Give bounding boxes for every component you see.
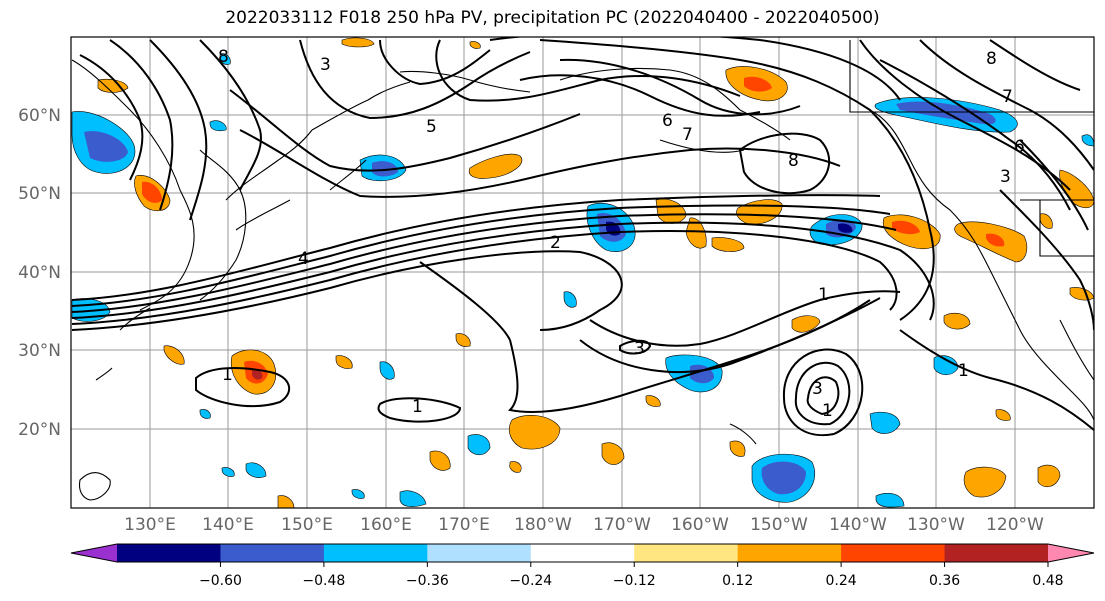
negative-anomaly bbox=[870, 412, 900, 433]
lon-label: 170°E bbox=[438, 515, 490, 535]
negative-anomaly bbox=[352, 489, 364, 498]
lon-label: 180°W bbox=[514, 515, 572, 535]
map-figure: 8 3 5 6 7 8 7 8 6 3 2 4 1 3 1 1 1 3 1 bbox=[0, 0, 1105, 601]
colorbar-swatch bbox=[324, 544, 428, 562]
positive-anomaly bbox=[1038, 465, 1060, 487]
contour-label: 7 bbox=[1002, 87, 1013, 107]
lon-label: 160°E bbox=[360, 515, 412, 535]
lat-label: 30°N bbox=[18, 341, 61, 361]
colorbar-swatch bbox=[634, 544, 738, 562]
negative-anomaly bbox=[210, 121, 226, 131]
negative-anomaly bbox=[1082, 135, 1094, 146]
lon-label: 140°E bbox=[202, 515, 254, 535]
contour-label: 5 bbox=[426, 117, 437, 137]
lon-label: 120°W bbox=[986, 515, 1044, 535]
positive-anomaly bbox=[736, 200, 782, 225]
contour-label: 7 bbox=[682, 125, 693, 145]
colorbar-swatch bbox=[71, 544, 117, 562]
positive-anomaly bbox=[944, 313, 970, 329]
contour-label: 1 bbox=[958, 361, 969, 381]
precipitation-shading bbox=[72, 38, 1094, 508]
positive-anomaly bbox=[509, 415, 560, 449]
negative-anomaly bbox=[400, 491, 426, 507]
positive-anomaly bbox=[656, 199, 686, 224]
contour-label: 1 bbox=[822, 401, 833, 421]
lat-label: 40°N bbox=[18, 263, 61, 283]
positive-anomaly bbox=[336, 356, 352, 369]
contour-label: 6 bbox=[1014, 137, 1025, 157]
lat-label: 20°N bbox=[18, 420, 61, 440]
positive-anomaly bbox=[730, 441, 745, 456]
contour-label: 3 bbox=[812, 379, 823, 399]
colorbar-swatch bbox=[1048, 544, 1094, 562]
lon-label: 140°W bbox=[829, 515, 887, 535]
lat-labels: 60°N 50°N 40°N 30°N 20°N bbox=[18, 106, 61, 440]
lon-label: 130°E bbox=[124, 515, 176, 535]
colorbar-swatch bbox=[531, 544, 635, 562]
colorbar-swatch bbox=[945, 544, 1049, 562]
positive-anomaly bbox=[164, 346, 184, 365]
negative-anomaly bbox=[876, 493, 904, 507]
positive-anomaly bbox=[602, 443, 624, 465]
contour-label: 1 bbox=[818, 285, 829, 305]
positive-anomaly bbox=[1070, 287, 1094, 300]
colorbar-swatch bbox=[220, 544, 324, 562]
positive-anomaly bbox=[469, 154, 522, 178]
positive-anomaly bbox=[278, 496, 294, 508]
negative-anomaly bbox=[564, 292, 576, 308]
contour-label: 2 bbox=[550, 233, 561, 253]
positive-anomaly bbox=[646, 396, 660, 407]
contour-label: 4 bbox=[298, 249, 309, 269]
lon-label: 170°W bbox=[593, 515, 651, 535]
colorbar-tick-label: −0.36 bbox=[406, 573, 449, 589]
negative-anomaly bbox=[222, 467, 234, 476]
negative-anomaly bbox=[200, 409, 210, 418]
colorbar-tick-label: −0.60 bbox=[199, 573, 242, 589]
contour-label: 8 bbox=[218, 47, 229, 67]
lat-label: 60°N bbox=[18, 106, 61, 126]
negative-anomaly bbox=[246, 463, 266, 478]
colorbar-swatch bbox=[117, 544, 221, 562]
lon-label: 150°W bbox=[750, 515, 808, 535]
positive-anomaly bbox=[342, 38, 374, 47]
positive-anomaly bbox=[964, 467, 1006, 497]
contour-label: 1 bbox=[412, 397, 423, 417]
negative-anomaly bbox=[380, 362, 394, 380]
contour-label: 1 bbox=[222, 365, 233, 385]
contour-label: 6 bbox=[662, 111, 673, 131]
positive-anomaly bbox=[470, 41, 480, 48]
positive-anomaly bbox=[456, 334, 470, 347]
positive-anomaly bbox=[1040, 214, 1052, 229]
positive-anomaly bbox=[430, 451, 450, 470]
colorbar-swatch bbox=[427, 544, 531, 562]
lon-label: 130°W bbox=[907, 515, 965, 535]
colorbar-tick-label: 0.48 bbox=[1032, 573, 1063, 589]
colorbar-tick-label: −0.48 bbox=[302, 573, 345, 589]
lon-label: 150°E bbox=[281, 515, 333, 535]
positive-anomaly bbox=[712, 237, 744, 251]
lon-labels: 130°E 140°E 150°E 160°E 170°E 180°W 170°… bbox=[124, 515, 1044, 535]
positive-anomaly bbox=[996, 410, 1010, 421]
colorbar: −0.60 −0.48 −0.36 −0.24 −0.12 0.12 0.24 0.36 0.4… bbox=[71, 544, 1105, 589]
contour-label: 3 bbox=[634, 339, 645, 359]
lon-label: 160°W bbox=[671, 515, 729, 535]
colorbar-swatch bbox=[738, 544, 842, 562]
contour-label: 8 bbox=[986, 49, 997, 69]
negative-anomaly bbox=[468, 435, 490, 455]
negative-anomaly bbox=[934, 356, 958, 375]
lat-label: 50°N bbox=[18, 184, 61, 204]
colorbar-swatch bbox=[841, 544, 945, 562]
colorbar-tick-label: 0.12 bbox=[722, 573, 753, 589]
contour-label: 3 bbox=[320, 55, 331, 75]
contour-label: 8 bbox=[788, 151, 799, 171]
contour-label: 3 bbox=[1000, 167, 1011, 187]
positive-anomaly bbox=[510, 462, 522, 473]
colorbar-tick-label: 0.36 bbox=[929, 573, 960, 589]
colorbar-tick-label: −0.12 bbox=[613, 573, 656, 589]
colorbar-tick-label: 0.24 bbox=[826, 573, 857, 589]
colorbar-tick-label: −0.24 bbox=[509, 573, 552, 589]
